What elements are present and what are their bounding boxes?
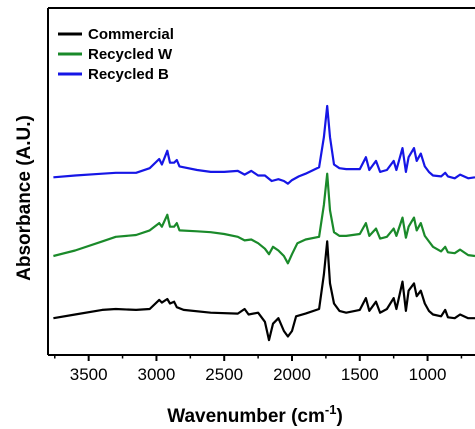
y-axis-title: Absorbance (A.U.) — [14, 115, 35, 281]
plot-area: 3500 3000 2500 2000 1500 1000 — [47, 7, 475, 384]
legend-item-commercial: Commercial — [58, 26, 174, 43]
series-line-commercial — [53, 240, 475, 342]
series-line-recycled-w — [53, 172, 475, 265]
x-tick-label-2500: 2500 — [205, 365, 243, 384]
x-axis-title-sup: -1 — [325, 402, 337, 417]
legend-label-commercial: Commercial — [88, 26, 174, 43]
x-tick-label-1500: 1500 — [341, 365, 379, 384]
x-tick-label-2000: 2000 — [273, 365, 311, 384]
legend-label-recycled-w: Recycled W — [88, 46, 173, 63]
x-tick-label-1000: 1000 — [409, 365, 447, 384]
series-line-recycled-b — [53, 104, 475, 185]
x-axis-title-main: Wavenumber (cm — [167, 406, 325, 427]
x-tick-label-3000: 3000 — [138, 365, 176, 384]
legend-item-recycled-b: Recycled B — [58, 66, 169, 83]
series-layer — [53, 104, 475, 342]
legend-item-recycled-w: Recycled W — [58, 46, 173, 63]
x-axis-title-tail: ) — [336, 406, 342, 427]
x-axis-title: Wavenumber (cm-1) — [167, 402, 343, 427]
x-tick-label-3500: 3500 — [70, 365, 108, 384]
x-ticks: 3500 3000 2500 2000 1500 1000 — [54, 355, 463, 384]
legend: Commercial Recycled W Recycled B — [58, 26, 174, 83]
legend-label-recycled-b: Recycled B — [88, 66, 169, 83]
